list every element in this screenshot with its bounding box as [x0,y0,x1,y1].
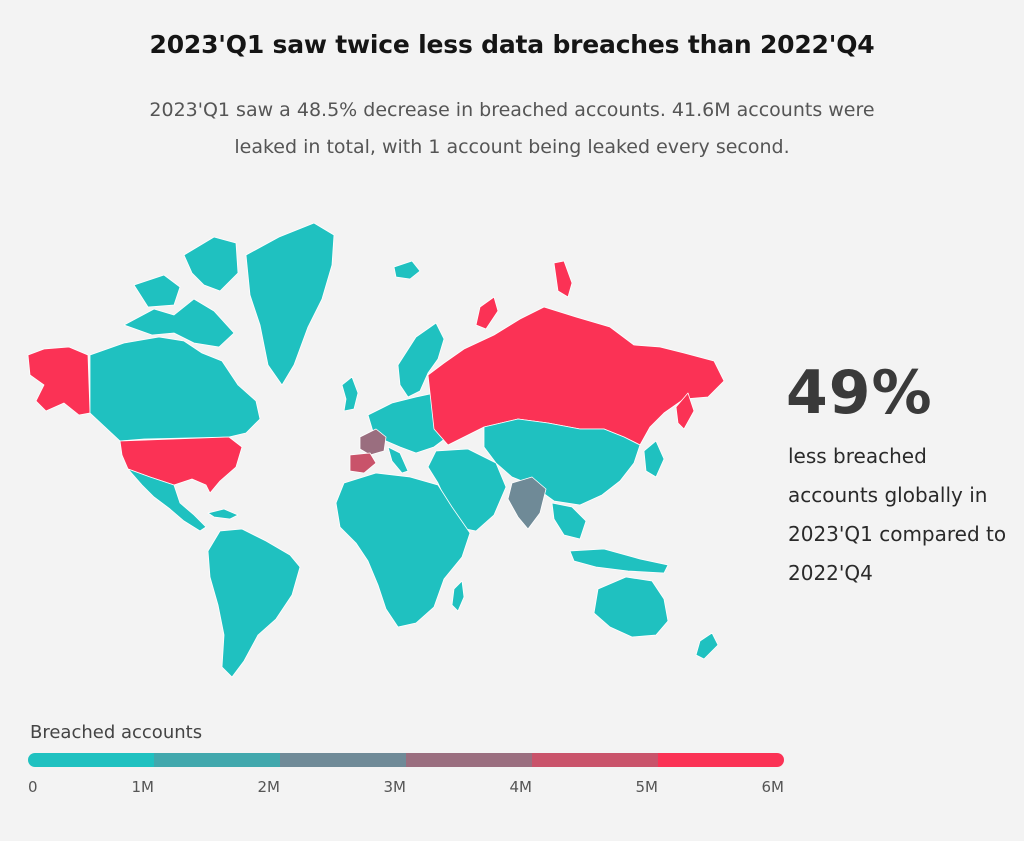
region-greenland [245,222,335,386]
region-scandinavia [397,322,445,398]
legend-title: Breached accounts [30,722,203,743]
region-indonesia [569,548,669,574]
region-africa [335,472,471,628]
page-title: 2023'Q1 saw twice less data breaches tha… [149,30,875,59]
region-australia [593,576,669,638]
region-canada [89,336,261,442]
region-canada-north [133,274,181,308]
region-middle-east [427,448,507,532]
legend-tick-label: 3M [383,778,407,796]
legend-tick-label: 5M [635,778,659,796]
world-map [27,222,725,678]
region-arctic-islands [123,298,235,348]
legend-tick-label: 0 [28,778,38,796]
region-asia [483,418,641,506]
legend-segment [280,753,406,767]
region-new-zealand [695,632,719,660]
region-south-america [207,528,301,678]
legend-tick-label: 1M [131,778,155,796]
region-southeast-asia [551,502,587,540]
region-india [507,476,547,530]
legend-tick-label: 4M [509,778,533,796]
legend-tick-label: 2M [257,778,281,796]
region-alaska [27,346,91,416]
legend-segment [532,753,658,767]
region-mexico [127,468,207,532]
legend-ticks: 0 1M 2M 3M 4M 5M 6M [28,778,784,800]
legend-segment [406,753,532,767]
region-united-states [119,436,243,494]
region-iceland [393,260,421,280]
region-italy [387,446,409,474]
legend-segment [28,753,154,767]
legend-tick-label: 6M [761,778,785,796]
page-subtitle: 2023'Q1 saw a 48.5% decrease in breached… [149,99,875,158]
region-france [359,428,387,456]
region-siberian-islands [475,296,499,330]
region-uk [341,376,359,412]
region-madagascar [451,580,465,612]
region-sakhalin [675,392,695,430]
region-novaya-zemlya [553,260,573,298]
region-baffin [183,236,239,292]
legend-segment [154,753,280,767]
stat-description: less breached accounts globally in 2023'… [788,444,1007,585]
legend-segment [658,753,784,767]
region-spain [349,452,377,474]
stat-percentage: 49% [786,358,933,428]
legend-color-scale [28,753,784,767]
region-caribbean [207,508,239,520]
region-japan [643,440,665,478]
